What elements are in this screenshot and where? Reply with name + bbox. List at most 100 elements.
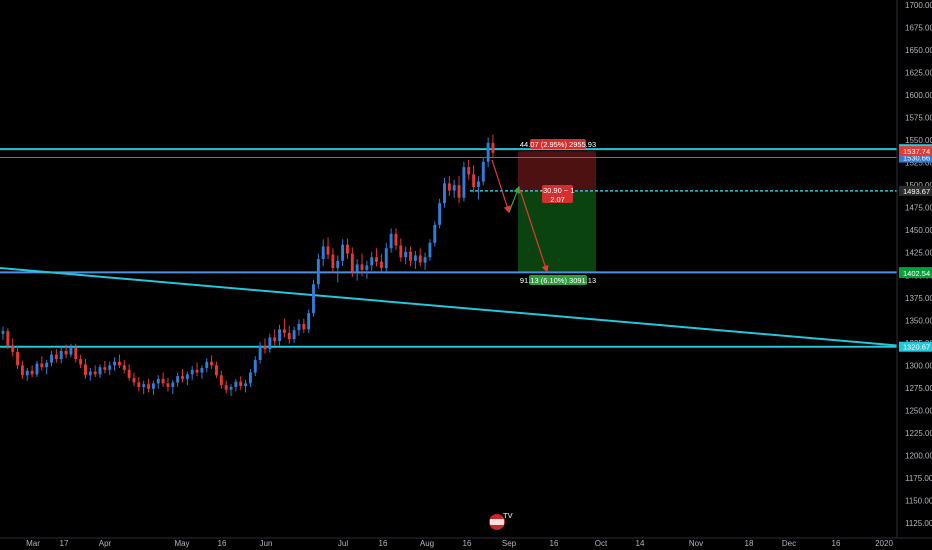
candle	[404, 246, 408, 265]
candle-body	[268, 337, 272, 350]
candle	[244, 379, 248, 393]
candle	[117, 354, 121, 369]
y-tick-label: 1375.00	[905, 294, 932, 303]
candle	[467, 159, 471, 180]
candle	[258, 341, 262, 364]
candle	[428, 239, 432, 261]
price-tag-text: 1537.74	[903, 147, 930, 156]
price-axis[interactable]: 1125.00 1150.00 1175.00 1200.00 1225.00 1250.…	[905, 1, 932, 528]
y-tick-label: 1625.00	[905, 69, 932, 78]
candles	[1, 134, 495, 396]
candle-body	[360, 264, 364, 270]
price-tag-bg	[899, 267, 932, 278]
candle	[88, 368, 92, 381]
x-tick-label: 16	[218, 539, 227, 548]
candle-body	[210, 361, 214, 366]
x-tick-label: Oct	[595, 539, 608, 548]
candle	[476, 176, 480, 200]
y-tick-label: 1550.00	[905, 136, 932, 145]
candle	[239, 376, 243, 390]
x-tick-label: Aug	[420, 539, 434, 548]
candle-body	[147, 384, 150, 389]
y-tick-label: 1475.00	[905, 204, 932, 213]
candle	[35, 360, 39, 378]
candle	[384, 242, 388, 272]
candle	[181, 368, 184, 383]
candle	[79, 354, 83, 369]
y-tick-label: 1300.00	[905, 361, 932, 370]
price-tag: 1530.66	[899, 152, 932, 163]
candle-body	[35, 363, 39, 375]
trendline[interactable]	[0, 267, 898, 347]
candle-body	[50, 354, 53, 363]
candle-body	[413, 255, 417, 261]
candle-body	[195, 369, 199, 373]
x-tick-label: 16	[550, 539, 559, 548]
candle-body	[263, 345, 267, 350]
candle	[93, 365, 97, 378]
candle	[137, 377, 141, 392]
candle	[292, 326, 296, 343]
candle-body	[428, 242, 432, 258]
projection-arrows[interactable]	[491, 159, 549, 273]
candle-body	[476, 181, 480, 187]
ratio-label-text: 2.07	[550, 195, 565, 204]
candle	[268, 333, 272, 353]
candle	[452, 179, 456, 198]
candle-body	[151, 383, 155, 389]
time-axis[interactable]: Mar 17 Apr May 16 Jun Jul 16 Aug 16 Sep 16 Oct 14 Nov 1…	[26, 539, 893, 548]
candle	[11, 338, 15, 357]
candle-body	[79, 359, 83, 365]
candle-body	[117, 361, 121, 366]
candle	[282, 318, 286, 338]
candle	[1, 326, 5, 341]
candle-body	[137, 382, 141, 387]
candle	[6, 328, 10, 350]
candle-body	[88, 371, 92, 376]
candle-body	[472, 174, 476, 187]
candle-body	[215, 365, 218, 376]
candle	[132, 372, 136, 387]
x-tick-label: May	[174, 539, 189, 548]
tradingview-watermark: TV	[489, 511, 513, 530]
candle	[103, 360, 107, 374]
candle-body	[244, 383, 248, 387]
candle-body	[84, 364, 87, 376]
horizontal-levels[interactable]	[0, 148, 897, 348]
candle-body	[93, 371, 97, 375]
price-tag-text: 1402.54	[903, 269, 930, 278]
candle	[171, 379, 175, 395]
candle	[84, 359, 87, 379]
x-tick-label: 16	[463, 539, 472, 548]
candle-body	[481, 161, 485, 182]
candle-body	[156, 378, 160, 384]
candle	[423, 252, 427, 270]
candle-body	[321, 246, 325, 260]
x-tick-label: Dec	[782, 539, 796, 548]
candle-body	[365, 265, 369, 270]
take-profit-zone	[518, 190, 596, 273]
candle-body	[375, 257, 379, 262]
ratio-label: -30.90 ~ 12.07	[541, 185, 574, 204]
candle-body	[282, 329, 286, 333]
candle	[248, 368, 252, 387]
arrow-up[interactable]	[508, 185, 521, 213]
arrow-down-1[interactable]	[491, 159, 511, 214]
candle-body	[409, 251, 412, 261]
arrow-down-2[interactable]	[519, 189, 549, 273]
candle	[491, 134, 495, 159]
x-tick-label: 2020	[875, 539, 893, 548]
watermark-label: TV	[503, 511, 513, 520]
candle	[312, 279, 315, 317]
descending-trendline[interactable]	[0, 267, 898, 347]
candle-body	[316, 259, 320, 285]
price-tag-text: 1530.66	[903, 154, 930, 163]
candle	[30, 365, 34, 378]
candle-body	[113, 361, 117, 366]
candle-body	[302, 323, 306, 330]
candle	[341, 239, 345, 267]
candle	[297, 319, 301, 336]
candle-body	[30, 370, 34, 375]
candle-body	[74, 347, 78, 360]
